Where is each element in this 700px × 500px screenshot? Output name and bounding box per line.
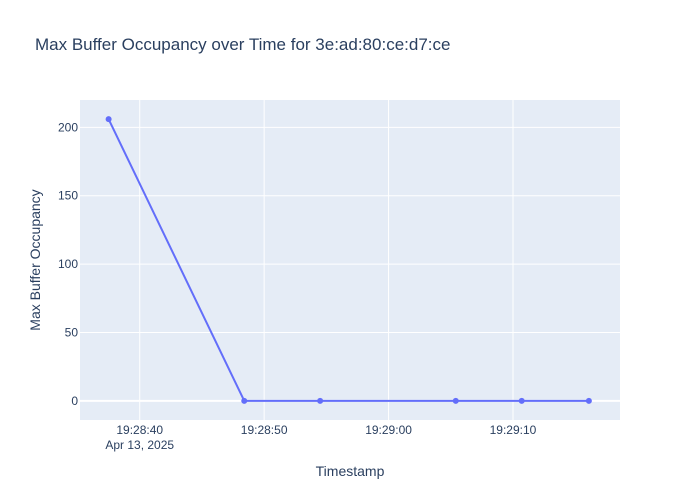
x-tick-date-label: Apr 13, 2025 — [105, 438, 174, 452]
y-axis-title: Max Buffer Occupancy — [27, 189, 43, 330]
y-tick-label: 0 — [71, 394, 78, 408]
series-line — [107, 118, 589, 402]
y-tick-label: 150 — [58, 189, 78, 203]
series-layer — [105, 116, 592, 404]
data-point[interactable] — [241, 397, 248, 404]
x-tick-label: 19:29:10 — [490, 423, 537, 437]
y-tick-label: 50 — [65, 325, 79, 339]
y-tick-label: 200 — [58, 120, 78, 134]
data-point[interactable] — [317, 397, 324, 404]
data-point[interactable] — [518, 397, 525, 404]
data-point[interactable] — [452, 397, 459, 404]
x-tick-label: 19:28:50 — [241, 423, 288, 437]
x-tick-label: 19:28:40 — [116, 423, 163, 437]
data-point[interactable] — [105, 116, 112, 123]
x-axis-title: Timestamp — [316, 463, 385, 479]
chart-title: Max Buffer Occupancy over Time for 3e:ad… — [35, 35, 450, 54]
data-point[interactable] — [585, 397, 592, 404]
plot-area — [80, 100, 620, 420]
x-tick-label: 19:29:00 — [365, 423, 412, 437]
y-tick-label: 100 — [58, 257, 78, 271]
